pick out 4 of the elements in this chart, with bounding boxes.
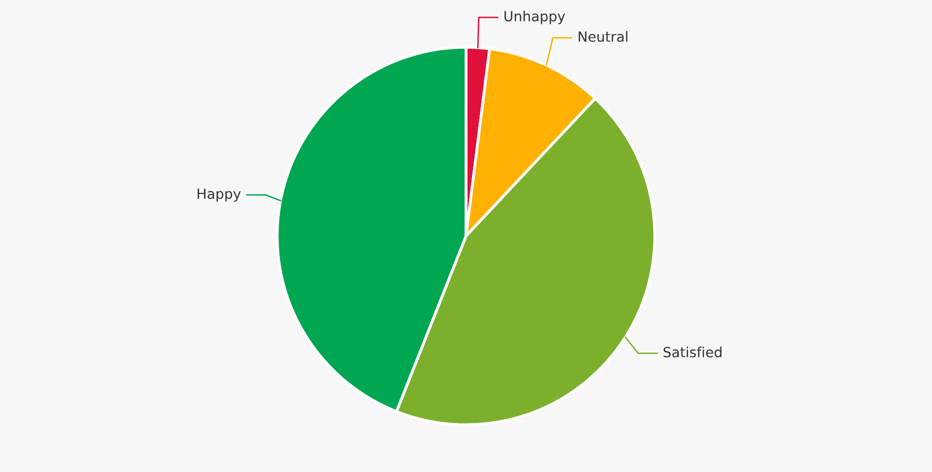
slice-label: Happy (198, 188, 241, 202)
slice-label: Neutral (578, 31, 628, 42)
slice-label: Unhappy (504, 10, 566, 24)
slice-label: Satisfied (664, 346, 722, 358)
